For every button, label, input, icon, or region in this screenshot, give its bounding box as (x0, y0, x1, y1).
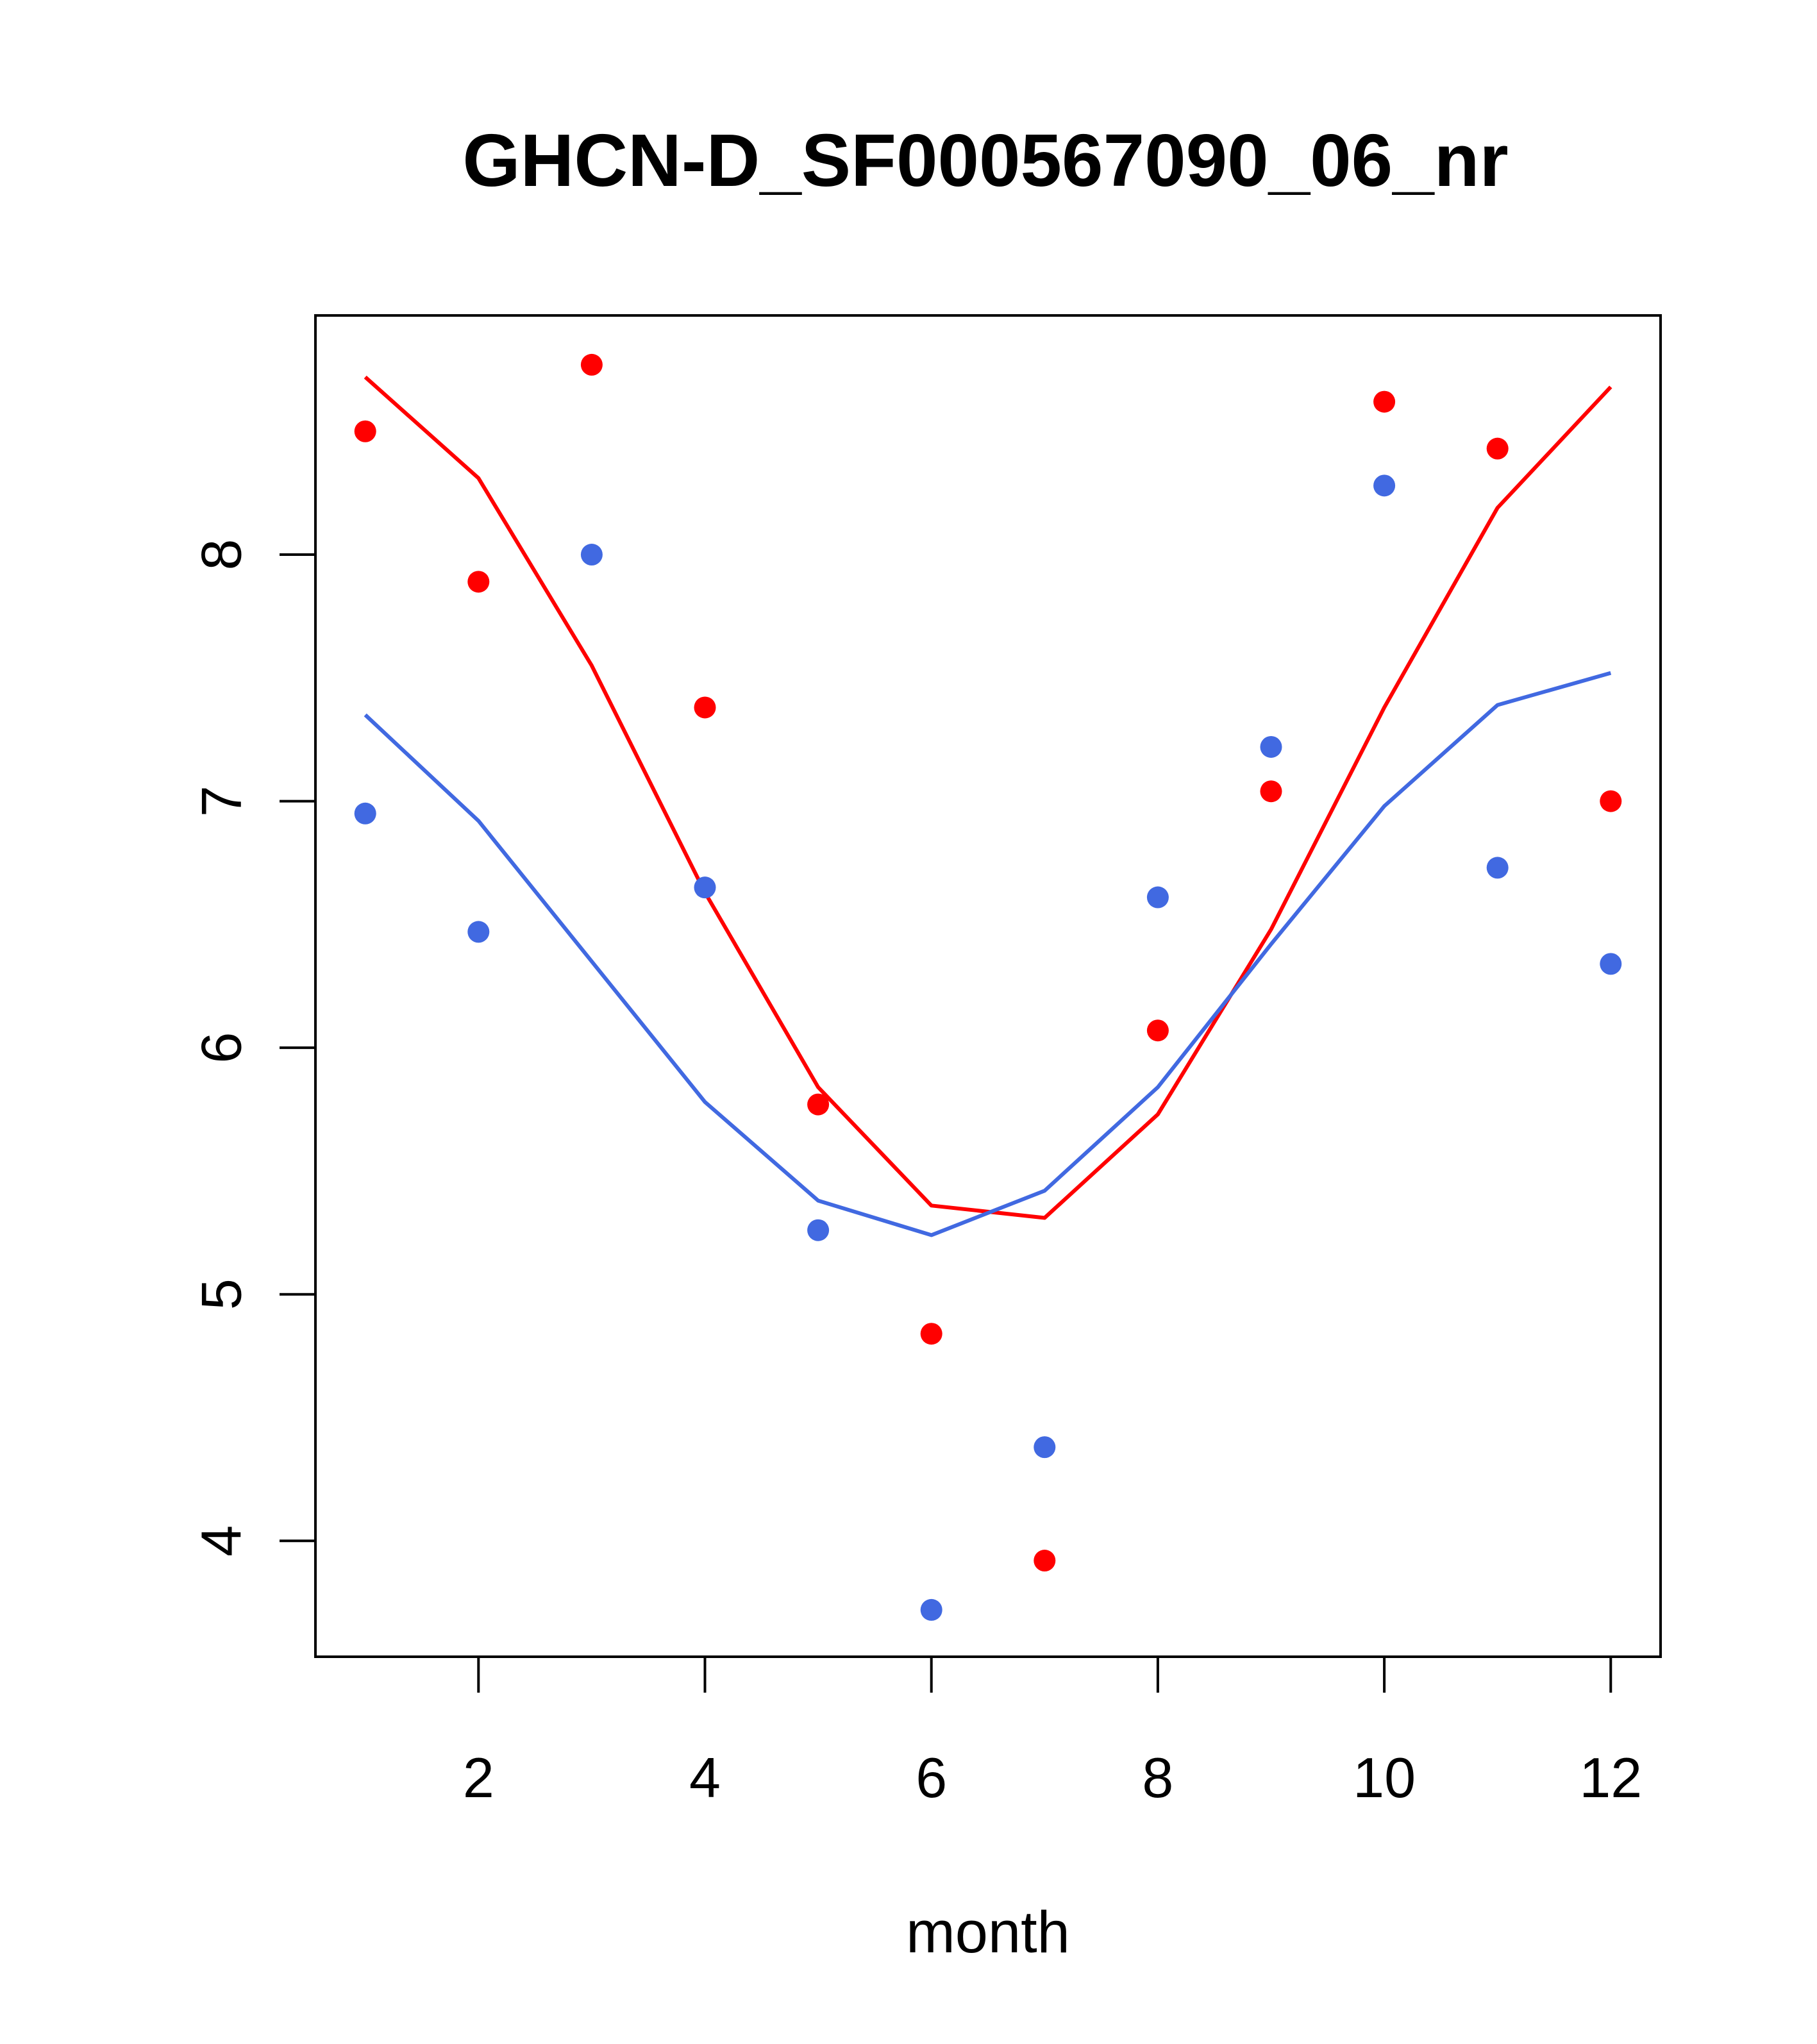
plot-frame (314, 314, 1662, 1658)
data-point (467, 921, 490, 943)
y-tick-label: 6 (190, 1032, 253, 1064)
data-point (354, 420, 376, 442)
data-point (1373, 474, 1396, 497)
y-tick-label: 5 (190, 1278, 253, 1310)
data-point (1260, 735, 1282, 758)
data-point (580, 353, 603, 376)
series-line (364, 375, 1612, 1220)
data-point (920, 1598, 942, 1621)
x-axis-label: month (906, 1900, 1070, 1965)
data-point (694, 876, 716, 899)
data-point (1373, 390, 1396, 413)
data-point (580, 544, 603, 566)
data-point (920, 1323, 942, 1345)
data-point (1260, 780, 1282, 803)
data-point (354, 802, 376, 825)
y-tick-label: 4 (190, 1525, 253, 1557)
data-point (1486, 857, 1509, 879)
y-axis: 4 5 6 7 8 (190, 539, 317, 1557)
data-point (694, 696, 716, 719)
x-tick-label: 10 (1353, 1746, 1416, 1809)
data-point (807, 1093, 830, 1116)
data-point (1146, 886, 1169, 909)
data-point (1146, 1019, 1169, 1042)
x-tick-label: 8 (1142, 1746, 1173, 1809)
x-tick-label: 2 (463, 1746, 494, 1809)
series-layer (354, 353, 1622, 1621)
data-point (1600, 953, 1622, 975)
x-tick-label: 12 (1579, 1746, 1642, 1809)
data-point (1034, 1550, 1056, 1572)
x-tick-label: 4 (689, 1746, 721, 1809)
y-tick-label: 8 (190, 539, 253, 571)
x-tick-label: 6 (916, 1746, 947, 1809)
data-point (467, 571, 490, 593)
series-0 (354, 353, 1622, 1572)
series-line (364, 671, 1612, 1237)
data-point (1034, 1436, 1056, 1459)
chart-title: GHCN-D_SF000567090_06_nr (462, 119, 1508, 202)
data-point (807, 1219, 830, 1241)
x-axis: 2 4 6 8 10 12 (463, 1655, 1642, 1809)
data-point (1486, 437, 1509, 460)
y-tick-label: 7 (190, 785, 253, 817)
series-1 (354, 474, 1622, 1621)
data-point (1600, 790, 1622, 812)
